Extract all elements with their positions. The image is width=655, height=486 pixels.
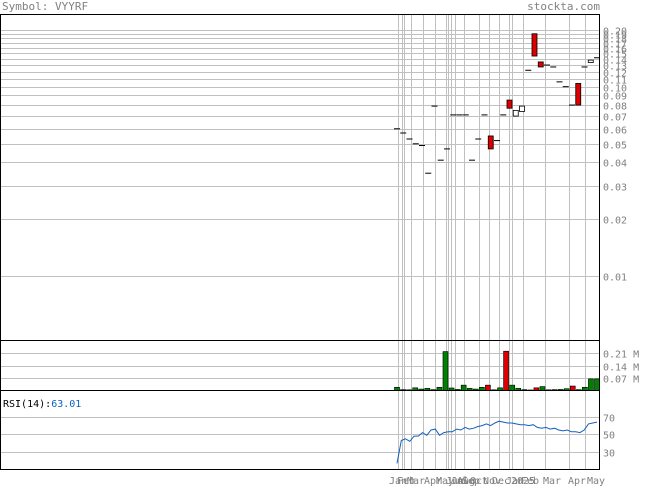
candle-body	[537, 61, 544, 68]
symbol-value: VYYRF	[54, 0, 89, 13]
price-tick-label: 0.15	[603, 50, 627, 61]
candle	[537, 61, 544, 68]
price-tick-label: 0.04	[603, 159, 627, 170]
volume-tick-label: 0.14 M	[603, 363, 639, 374]
x-tick-label: Jan	[389, 476, 407, 486]
x-tick-label: Mar	[407, 476, 425, 486]
volume-bar	[588, 378, 594, 391]
candle	[519, 105, 525, 112]
candle	[587, 59, 594, 63]
symbol-label: Symbol:	[2, 0, 49, 13]
price-tick-label: 0.17	[603, 40, 627, 51]
candle-body	[506, 99, 513, 109]
x-tick-label: Nov	[483, 476, 501, 486]
candle	[575, 83, 582, 106]
panel-frame	[0, 390, 600, 470]
volume-bar	[509, 384, 515, 391]
x-tick-label: Mar	[543, 476, 561, 486]
candle-body	[531, 33, 538, 57]
rsi-label: RSI(14):63.01	[3, 399, 81, 410]
x-tick-label: Apr	[424, 476, 442, 486]
volume-bar	[503, 350, 509, 391]
price-tick-label: 0.06	[603, 126, 627, 137]
candle-body	[487, 135, 494, 150]
candle-body	[519, 105, 525, 112]
x-tick-label: Feb	[397, 476, 415, 486]
x-tick-label: Dec	[492, 476, 510, 486]
price-tick-label: 0.07	[603, 113, 627, 124]
candle-body	[575, 83, 582, 106]
price-tick-label: 0.02	[603, 216, 627, 227]
volume-grid	[0, 353, 600, 379]
price-tick-label: 0.03	[603, 183, 627, 194]
rsi-name: RSI(14)	[3, 399, 45, 410]
volume-bar	[485, 384, 491, 391]
x-tick-label: Jun	[446, 476, 464, 486]
x-tick-label: Oct	[470, 476, 488, 486]
price-tick-label: 0.09	[603, 92, 627, 103]
volume-tick-label: 0.07 M	[603, 375, 639, 386]
candle	[506, 99, 513, 109]
price-tick-label: 0.18	[603, 35, 627, 46]
rsi-line	[396, 420, 598, 464]
x-tick-label: May	[587, 476, 605, 486]
price-tick-label: 0.19	[603, 31, 627, 42]
candle	[512, 109, 519, 117]
volume-tick-label: 0.21 M	[603, 350, 639, 361]
y-tick-labels: 0.01 0.02 0.03 0.04 0.05 0.06 0.070.080.090.10…	[603, 27, 639, 460]
rsi-tick-label: 70	[603, 414, 615, 425]
rsi-grid	[0, 417, 600, 453]
vertical-grid	[398, 14, 586, 470]
candle	[531, 33, 538, 57]
x-tick-label: Feb	[521, 476, 539, 486]
candle-body	[512, 109, 519, 117]
candle	[487, 135, 494, 150]
x-tick-label: Sep	[462, 476, 480, 486]
symbol-header: Symbol: VYYRF	[2, 0, 88, 13]
rsi-tick-label: 50	[603, 431, 615, 442]
x-tick-label: Jan	[506, 476, 524, 486]
x-tick-label: May	[436, 476, 454, 486]
volume-bar	[569, 385, 576, 391]
rsi-tick-label: 30	[603, 449, 615, 460]
price-tick-label: 0.20	[603, 27, 627, 38]
volume-bar	[442, 351, 449, 391]
volume-bar	[460, 384, 467, 391]
price-tick-label: 0.12	[603, 69, 627, 80]
site-name: stockta.com	[527, 0, 600, 13]
price-tick-label: 0.08	[603, 102, 627, 113]
x-tick-label: Aug	[457, 476, 475, 486]
price-tick-label: 0.01	[603, 273, 627, 284]
x-tick-labels: JanFebMarAprMayJunJulAugSepOctNovDecJan2…	[389, 476, 605, 486]
price-tick-label: 0.11	[603, 76, 627, 87]
volume-bar	[539, 386, 546, 391]
rsi-colon: :	[45, 399, 51, 410]
rsi-value: 63.01	[51, 399, 81, 410]
x-tick-label: 2025	[511, 476, 535, 486]
price-tick-label: 0.16	[603, 45, 627, 56]
volume-bar	[594, 378, 600, 391]
price-tick-label: 0.14	[603, 56, 627, 67]
price-tick-label: 0.10	[603, 84, 627, 95]
price-tick-label: 0.05	[603, 141, 627, 152]
x-tick-label: Jul	[451, 476, 469, 486]
x-tick-label: Apr	[568, 476, 586, 486]
volume-bars	[394, 350, 600, 391]
price-tick-label: 0.13	[603, 62, 627, 73]
panel-frames	[0, 14, 600, 470]
price-candles	[394, 33, 600, 174]
candle-body	[587, 59, 594, 63]
